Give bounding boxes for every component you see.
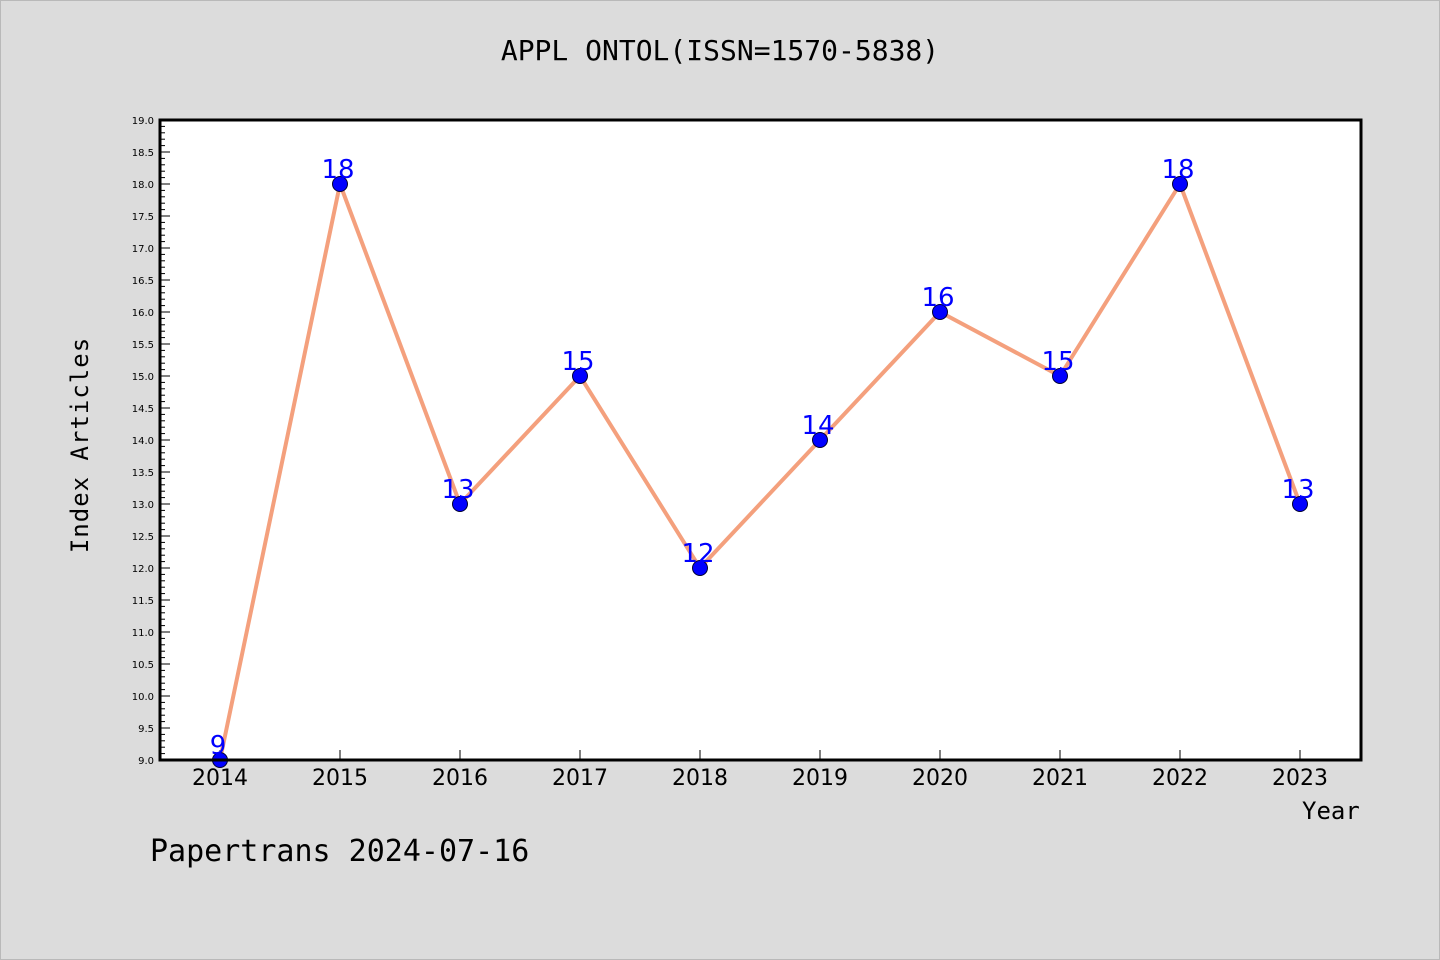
y-tick-label: 16.0 [132, 308, 154, 319]
x-tick-label: 2021 [1032, 766, 1088, 791]
x-tick-label: 2015 [312, 766, 368, 791]
data-point [1052, 368, 1068, 384]
data-point [1292, 496, 1308, 512]
y-tick-label: 9.0 [138, 756, 154, 767]
data-label: 15 [1041, 347, 1074, 377]
x-tick-label: 2017 [552, 766, 608, 791]
y-tick-label: 15.0 [132, 372, 154, 383]
data-label: 9 [210, 731, 227, 761]
y-tick-label: 13.0 [132, 500, 154, 511]
data-point [1172, 176, 1188, 192]
data-point [452, 496, 468, 512]
x-tick-label: 2022 [1152, 766, 1208, 791]
x-tick-label: 2019 [792, 766, 848, 791]
series-line [218, 182, 1302, 761]
y-tick-label: 17.0 [132, 244, 154, 255]
plot-border [158, 118, 1363, 762]
series-group: 9 18 13 15 12 14 16 15 18 13 [210, 155, 1315, 768]
x-axis-title: Year [1302, 797, 1360, 825]
y-tick-label: 10.0 [132, 692, 154, 703]
data-label: 13 [441, 475, 474, 505]
data-label: 13 [1281, 475, 1314, 505]
data-label: 16 [921, 283, 954, 313]
y-tick-label: 9.5 [138, 724, 154, 735]
data-label: 18 [1161, 155, 1194, 185]
y-tick-label: 17.5 [132, 212, 154, 223]
x-tick-label: 2020 [912, 766, 968, 791]
data-point [932, 304, 948, 320]
x-tick-label: 2018 [672, 766, 728, 791]
y-tick-label: 16.5 [132, 276, 154, 287]
y-tick-label: 11.5 [132, 596, 154, 607]
data-label: 15 [561, 347, 594, 377]
data-point [572, 368, 588, 384]
y-tick-label: 10.5 [132, 660, 154, 671]
y-tick-label: 14.0 [132, 436, 154, 447]
footer-text: Papertrans 2024-07-16 [150, 834, 530, 869]
x-tick-label: 2016 [432, 766, 488, 791]
x-tick-label: 2023 [1272, 766, 1328, 791]
y-tick-label: 18.0 [132, 180, 154, 191]
y-tick-label: 11.0 [132, 628, 154, 639]
data-label: 18 [321, 155, 354, 185]
data-label: 12 [681, 539, 714, 569]
y-tick-label: 14.5 [132, 404, 154, 415]
y-tick-label: 12.5 [132, 532, 154, 543]
x-tick-label: 2014 [192, 766, 248, 791]
y-tick-label: 15.5 [132, 340, 154, 351]
y-tick-label: 13.5 [132, 468, 154, 479]
x-axis-ticks: 2014 2015 2016 2017 2018 2019 2020 2021 2022 2023 [192, 750, 1328, 791]
plot-area [160, 120, 1361, 760]
chart-title: APPL ONTOL(ISSN=1570-5838) [500, 34, 940, 67]
data-point [812, 432, 828, 448]
data-point [332, 176, 348, 192]
y-tick-label: 18.5 [132, 148, 154, 159]
data-point [692, 560, 708, 576]
data-label: 14 [801, 411, 834, 441]
y-tick-label: 12.0 [132, 564, 154, 575]
y-tick-label: 19.0 [132, 116, 154, 127]
